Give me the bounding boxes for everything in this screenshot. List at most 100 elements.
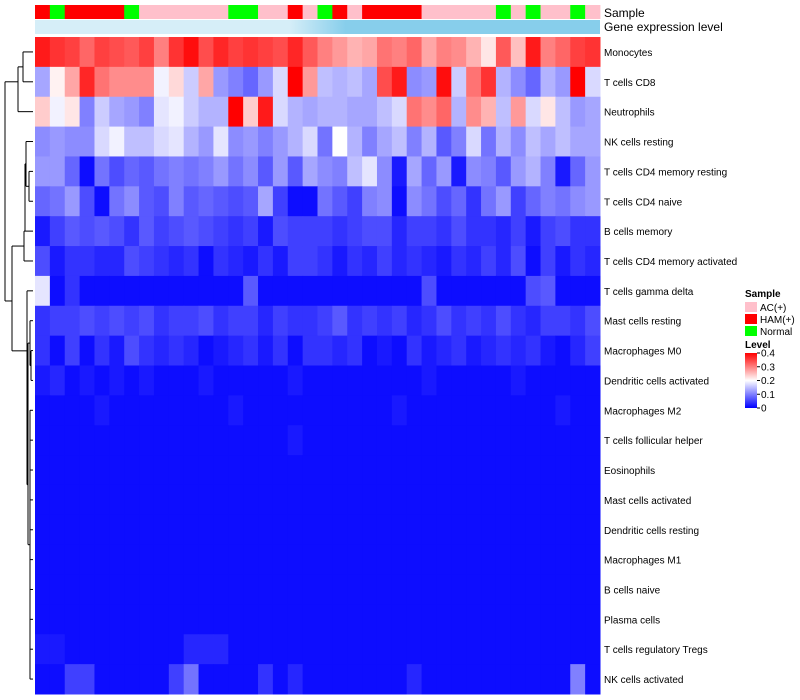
heatmap-cell bbox=[347, 126, 363, 157]
heatmap-cell bbox=[272, 425, 289, 456]
heatmap-cell bbox=[376, 544, 393, 576]
heatmap-cell bbox=[302, 37, 318, 68]
heatmap-cell bbox=[525, 335, 542, 366]
heatmap-cell bbox=[495, 544, 512, 576]
heatmap-cell bbox=[35, 335, 51, 366]
heatmap-cell bbox=[272, 365, 289, 396]
heatmap-cell bbox=[540, 66, 556, 98]
heatmap-cell bbox=[540, 365, 556, 396]
heatmap-cell bbox=[109, 664, 125, 695]
heatmap-cell bbox=[525, 425, 542, 456]
heatmap-cell bbox=[302, 544, 318, 576]
heatmap-cell bbox=[451, 425, 467, 456]
heatmap-cell bbox=[332, 246, 348, 277]
heatmap-cell bbox=[49, 156, 66, 187]
heatmap-cell bbox=[406, 246, 423, 277]
heatmap-cell bbox=[451, 395, 467, 426]
heatmap-cell bbox=[153, 574, 170, 605]
heatmap-cell bbox=[79, 574, 95, 605]
heatmap-cell bbox=[109, 365, 125, 396]
heatmap-cell bbox=[332, 664, 348, 695]
heatmap-cell bbox=[421, 425, 437, 456]
heatmap-cell bbox=[139, 156, 155, 187]
heatmap-cell bbox=[555, 126, 571, 157]
heatmap-cell bbox=[94, 216, 110, 247]
heatmap-cell bbox=[481, 37, 497, 68]
heatmap-cell bbox=[436, 395, 452, 426]
heatmap-cell bbox=[49, 216, 66, 247]
heatmap-cell bbox=[124, 455, 140, 486]
heatmap-cell bbox=[540, 664, 556, 695]
heatmap-cell bbox=[258, 604, 274, 635]
sample-annotation-cell bbox=[153, 5, 170, 19]
sample-annotation-cell bbox=[510, 5, 527, 19]
heatmap-cell bbox=[153, 484, 170, 516]
sample-annotation-cell bbox=[35, 5, 51, 19]
heatmap-cell bbox=[213, 604, 229, 635]
sample-annotation-cell bbox=[481, 5, 497, 19]
heatmap-cell bbox=[183, 544, 200, 576]
heatmap-cell bbox=[406, 305, 423, 337]
heatmap-cell bbox=[64, 275, 81, 307]
heatmap-cell bbox=[258, 275, 274, 307]
heatmap-cell bbox=[94, 365, 110, 396]
heatmap-cell bbox=[302, 275, 318, 307]
heatmap-cell bbox=[124, 156, 140, 187]
sample-annotation-cell bbox=[272, 5, 289, 19]
heatmap-cell bbox=[228, 126, 244, 157]
heatmap-cell bbox=[198, 484, 214, 516]
heatmap-cell bbox=[495, 66, 512, 98]
heatmap-cell bbox=[258, 365, 274, 396]
heatmap-cell bbox=[258, 66, 274, 98]
heatmap-cell bbox=[243, 216, 259, 247]
expression-annotation-cell bbox=[35, 20, 600, 34]
heatmap-cell bbox=[49, 365, 66, 396]
heatmap-cell bbox=[362, 37, 378, 68]
heatmap-cell bbox=[243, 156, 259, 187]
heatmap-cell bbox=[510, 335, 527, 366]
heatmap-cell bbox=[94, 126, 110, 157]
heatmap-cell bbox=[436, 544, 452, 576]
heatmap-cell bbox=[391, 574, 408, 605]
sample-annotation-cell bbox=[124, 5, 140, 19]
heatmap-cell bbox=[555, 275, 571, 307]
heatmap-cell bbox=[153, 634, 170, 665]
heatmap-cell bbox=[243, 455, 259, 486]
heatmap-cell bbox=[466, 216, 482, 247]
heatmap-cell bbox=[525, 514, 542, 546]
heatmap-cell bbox=[332, 186, 348, 217]
heatmap-cell bbox=[570, 186, 586, 217]
heatmap-cell bbox=[213, 634, 229, 665]
heatmap-cell bbox=[272, 216, 289, 247]
expression-annotation-bar bbox=[35, 20, 600, 34]
heatmap-cell bbox=[451, 484, 467, 516]
heatmap-cell bbox=[64, 216, 81, 247]
heatmap-cell bbox=[124, 395, 140, 426]
heatmap-cell bbox=[406, 484, 423, 516]
row-label: Macrophages M1 bbox=[604, 556, 682, 567]
row-label: Mast cells resting bbox=[604, 317, 681, 328]
heatmap-cell bbox=[585, 395, 601, 426]
heatmap-cell bbox=[466, 275, 482, 307]
heatmap-cell bbox=[94, 156, 110, 187]
heatmap-cell bbox=[258, 574, 274, 605]
heatmap-cell bbox=[35, 574, 51, 605]
heatmap-cell bbox=[436, 664, 452, 695]
sample-annotation-cell bbox=[228, 5, 244, 19]
heatmap-cell bbox=[332, 544, 348, 576]
sample-annotation-cell bbox=[436, 5, 452, 19]
heatmap-cell bbox=[391, 66, 408, 98]
heatmap-cell bbox=[451, 335, 467, 366]
heatmap-cell bbox=[287, 544, 304, 576]
heatmap-cell bbox=[64, 305, 81, 337]
heatmap-cell bbox=[302, 66, 318, 98]
heatmap-cell bbox=[64, 335, 81, 366]
heatmap-cell bbox=[49, 544, 66, 576]
heatmap-cell bbox=[79, 335, 95, 366]
heatmap-cell bbox=[332, 126, 348, 157]
heatmap-cell bbox=[332, 96, 348, 128]
heatmap-cell bbox=[332, 574, 348, 605]
heatmap-cell bbox=[183, 425, 200, 456]
heatmap-cell bbox=[570, 66, 586, 98]
